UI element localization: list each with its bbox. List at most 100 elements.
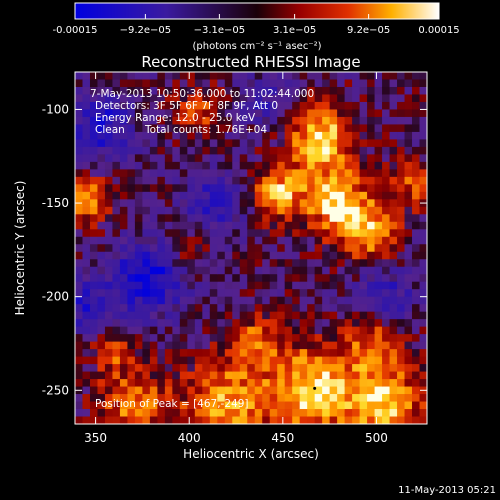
heatmap-cell: [367, 221, 376, 230]
heatmap-cell: [75, 349, 84, 358]
heatmap-cell: [202, 236, 211, 245]
heatmap-cell: [352, 379, 361, 388]
heatmap-cell: [277, 341, 286, 350]
heatmap-cell: [269, 319, 278, 328]
heatmap-cell: [412, 191, 421, 200]
heatmap-cell: [104, 334, 114, 343]
heatmap-cell: [127, 304, 136, 313]
heatmap-cell: [352, 349, 361, 358]
heatmap-cell: [262, 401, 271, 410]
heatmap-cell: [82, 304, 91, 313]
heatmap-cell: [307, 259, 316, 268]
heatmap-cell: [217, 349, 226, 358]
heatmap-cell: [134, 259, 144, 268]
heatmap-cell: [269, 416, 278, 424]
heatmap-cell: [337, 184, 346, 193]
heatmap-cell: [382, 94, 391, 103]
heatmap-cell: [412, 206, 421, 215]
heatmap-cell: [374, 161, 383, 170]
heatmap-cell: [374, 394, 383, 403]
heatmap-cell: [284, 191, 293, 200]
heatmap-cell: [232, 311, 241, 320]
heatmap-cell: [337, 206, 346, 215]
heatmap-cell: [239, 221, 248, 230]
heatmap-cell: [127, 199, 136, 208]
heatmap-cell: [224, 176, 233, 185]
heatmap-cell: [284, 326, 293, 335]
heatmap-cell: [172, 161, 181, 170]
heatmap-cell: [284, 379, 293, 388]
heatmap-cell: [412, 214, 421, 223]
heatmap-cell: [239, 124, 248, 133]
heatmap-cell: [89, 334, 99, 343]
heatmap-cell: [344, 311, 353, 320]
heatmap-cell: [187, 296, 196, 305]
heatmap-cell: [75, 139, 84, 148]
heatmap-cell: [374, 191, 383, 200]
heatmap-cell: [232, 266, 241, 275]
heatmap-cell: [337, 131, 346, 141]
heatmap-cell: [112, 229, 121, 238]
heatmap-cell: [367, 364, 376, 373]
heatmap-cell: [119, 349, 129, 358]
colorbar-tick-label: −3.1e−05: [194, 25, 246, 36]
heatmap-cell: [104, 281, 114, 290]
heatmap-cell: [187, 191, 196, 200]
heatmap-cell: [322, 394, 331, 403]
heatmap-cell: [284, 139, 293, 148]
heatmap-cell: [209, 319, 218, 328]
heatmap-cell: [269, 274, 278, 283]
heatmap-cell: [194, 409, 203, 418]
heatmap-cell: [284, 416, 293, 424]
heatmap-cell: [149, 191, 158, 200]
heatmap-cell: [367, 259, 376, 268]
heatmap-cell: [277, 371, 286, 380]
heatmap-cell: [262, 131, 271, 141]
heatmap-cell: [419, 409, 427, 418]
heatmap-cell: [194, 79, 203, 88]
heatmap-cell: [119, 236, 129, 245]
heatmap-cell: [239, 139, 248, 148]
heatmap-cell: [82, 72, 91, 81]
heatmap-cell: [149, 409, 158, 418]
heatmap-cell: [277, 326, 286, 335]
heatmap-cell: [329, 349, 338, 358]
heatmap-cell: [209, 124, 218, 133]
heatmap-cell: [269, 214, 278, 223]
heatmap-cell: [97, 266, 106, 275]
heatmap-cell: [367, 349, 376, 358]
heatmap-cell: [202, 72, 211, 81]
heatmap-cell: [194, 311, 203, 320]
heatmap-cell: [75, 274, 84, 283]
heatmap-cell: [127, 274, 136, 283]
heatmap-cell: [292, 109, 301, 118]
heatmap-cell: [194, 101, 203, 111]
heatmap-cell: [247, 72, 256, 81]
heatmap-cell: [322, 326, 331, 335]
heatmap-cell: [374, 206, 383, 215]
heatmap-cell: [314, 139, 323, 148]
heatmap-cell: [239, 379, 248, 388]
heatmap-cell: [374, 184, 383, 193]
heatmap-cell: [149, 251, 158, 260]
heatmap-cell: [307, 124, 316, 133]
heatmap-cell: [329, 79, 338, 88]
heatmap-cell: [157, 334, 166, 343]
heatmap-cell: [269, 259, 278, 268]
heatmap-cell: [75, 191, 84, 200]
heatmap-cell: [164, 364, 173, 373]
heatmap-cell: [164, 289, 173, 298]
heatmap-cell: [239, 214, 248, 223]
heatmap-cell: [359, 161, 368, 170]
heatmap-cell: [157, 296, 166, 305]
heatmap-cell: [262, 341, 271, 350]
heatmap-cell: [389, 229, 398, 238]
heatmap-cell: [75, 296, 84, 305]
heatmap-cell: [359, 109, 368, 118]
heatmap-cell: [412, 416, 421, 424]
colorbar-tick-label: 9.2e−05: [347, 25, 390, 36]
heatmap-cell: [104, 176, 114, 185]
heatmap-cell: [322, 281, 331, 290]
heatmap-cell: [314, 154, 323, 163]
heatmap-cell: [254, 109, 263, 118]
